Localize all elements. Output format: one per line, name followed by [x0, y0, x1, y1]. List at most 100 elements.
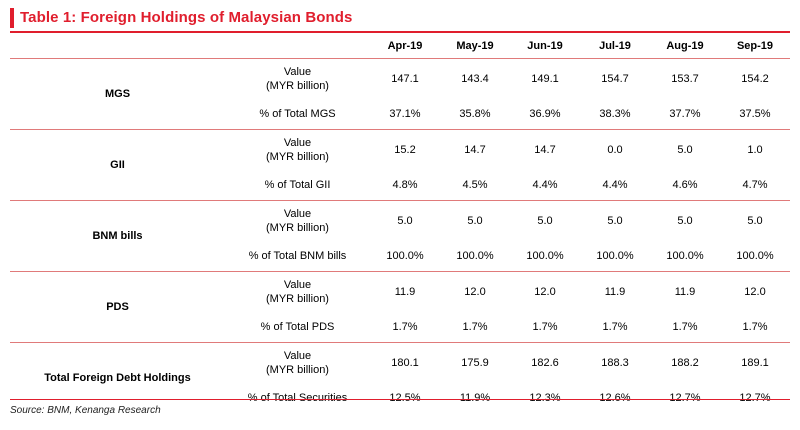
table-cell: 12.6% — [599, 392, 631, 404]
row-label-line: (MYR billion) — [266, 80, 329, 92]
row-label: % of Total BNM bills — [248, 250, 347, 262]
table-cell: 1.7% — [462, 321, 488, 333]
table-cell: 5.0 — [440, 200, 510, 241]
row-label: % of Total Securities — [247, 392, 348, 404]
column-header: May-19 — [456, 39, 494, 52]
table-cell: 37.5% — [739, 108, 771, 120]
table-cell: 4.6% — [672, 179, 698, 191]
table-cell: 189.1 — [720, 342, 790, 383]
table-cell: 35.8% — [459, 108, 491, 120]
table-row: Total Foreign Debt Holdings Value (MYR bi… — [10, 342, 790, 413]
table-cell: 100.0% — [666, 250, 704, 262]
table-cell: 38.3% — [599, 108, 631, 120]
table-cell: 100.0% — [736, 250, 774, 262]
table-cell: 11.9 — [580, 271, 650, 312]
row-label: Value (MYR billion) — [225, 58, 370, 99]
category-label: Total Foreign Debt Holdings — [10, 342, 225, 413]
table-row: MGS Value (MYR billion) 147.1 143.4 149.1… — [10, 58, 790, 130]
table-cell: 14.7 — [510, 129, 580, 170]
foreign-holdings-table: Apr-19 May-19 Jun-19 Jul-19 Aug-19 Sep-1… — [10, 33, 790, 413]
table-cell: 1.7% — [742, 321, 768, 333]
table-cell: 4.8% — [392, 179, 418, 191]
row-label-line: Value — [283, 279, 312, 291]
table-cell: 5.0 — [650, 129, 720, 170]
table-cell: 154.2 — [720, 58, 790, 99]
table-title: Table 1: Foreign Holdings of Malaysian B… — [20, 9, 353, 26]
row-label: Value (MYR billion) — [225, 200, 370, 241]
table-cell: 12.7% — [669, 392, 701, 404]
row-label-line: Value — [283, 137, 312, 149]
column-header: Apr-19 — [387, 39, 423, 52]
table-cell: 12.7% — [739, 392, 771, 404]
table-cell: 37.1% — [389, 108, 421, 120]
column-header: Jun-19 — [527, 39, 563, 52]
category-label: PDS — [10, 271, 225, 343]
table-cell: 15.2 — [370, 129, 440, 170]
table-cell: 12.3% — [529, 392, 561, 404]
header-blank-category — [10, 33, 225, 59]
row-label-line: Value — [283, 208, 312, 220]
table-cell: 5.0 — [370, 200, 440, 241]
table-cell: 175.9 — [440, 342, 510, 383]
table-row: % of Total GII 4.8% 4.5% 4.4% 4.4% 4.6% … — [10, 170, 790, 201]
table-cell: 100.0% — [526, 250, 564, 262]
column-header: Aug-19 — [666, 39, 704, 52]
table-cell: 188.2 — [650, 342, 720, 383]
table-cell: 188.3 — [580, 342, 650, 383]
table-row: % of Total Securities 12.5% 11.9% 12.3% … — [10, 383, 790, 413]
row-label-line: (MYR billion) — [266, 222, 329, 234]
category-label: GII — [10, 129, 225, 201]
table-cell: 182.6 — [510, 342, 580, 383]
row-label-line: Value — [283, 350, 312, 362]
column-header: Sep-19 — [736, 39, 774, 52]
table-cell: 11.9 — [370, 271, 440, 312]
row-label-line: (MYR billion) — [266, 364, 329, 376]
table-cell: 11.9% — [459, 392, 491, 404]
row-label: Value (MYR billion) — [225, 271, 370, 312]
table-cell: 100.0% — [456, 250, 494, 262]
table-cell: 12.5% — [389, 392, 421, 404]
table-cell: 1.0 — [720, 129, 790, 170]
table-cell: 153.7 — [650, 58, 720, 99]
table-cell: 12.0 — [440, 271, 510, 312]
table-cell: 5.0 — [510, 200, 580, 241]
table-cell: 149.1 — [510, 58, 580, 99]
table-row: BNM bills Value (MYR billion) 5.0 5.0 5.0… — [10, 200, 790, 272]
table-cell: 5.0 — [650, 200, 720, 241]
header-row: Apr-19 May-19 Jun-19 Jul-19 Aug-19 Sep-1… — [10, 33, 790, 59]
table-cell: 5.0 — [720, 200, 790, 241]
header-blank-label — [225, 33, 370, 59]
row-label-line: Value — [283, 66, 312, 78]
table-cell: 1.7% — [602, 321, 628, 333]
source-note: Source: BNM, Kenanga Research — [10, 405, 161, 416]
table-cell: 4.7% — [742, 179, 768, 191]
table-cell: 100.0% — [596, 250, 634, 262]
table-cell: 180.1 — [370, 342, 440, 383]
table-cell: 143.4 — [440, 58, 510, 99]
category-label: BNM bills — [10, 200, 225, 272]
table-cell: 12.0 — [510, 271, 580, 312]
table-row: PDS Value (MYR billion) 11.9 12.0 12.0 11… — [10, 271, 790, 343]
row-label: % of Total PDS — [260, 321, 335, 333]
table-cell: 100.0% — [386, 250, 424, 262]
table-cell: 1.7% — [392, 321, 418, 333]
table-cell: 1.7% — [672, 321, 698, 333]
table-cell: 1.7% — [532, 321, 558, 333]
table-row: % of Total PDS 1.7% 1.7% 1.7% 1.7% 1.7% … — [10, 312, 790, 343]
row-label-line: (MYR billion) — [266, 151, 329, 163]
table-cell: 4.5% — [462, 179, 488, 191]
table-cell: 0.0 — [580, 129, 650, 170]
row-label: % of Total GII — [264, 179, 331, 191]
row-label: % of Total MGS — [259, 108, 336, 120]
table-row: % of Total MGS 37.1% 35.8% 36.9% 38.3% 3… — [10, 99, 790, 130]
row-label: Value (MYR billion) — [225, 342, 370, 383]
bottom-rule — [10, 399, 790, 400]
table-cell: 4.4% — [532, 179, 558, 191]
category-label: MGS — [10, 58, 225, 130]
table-cell: 11.9 — [650, 271, 720, 312]
column-header: Jul-19 — [599, 39, 631, 52]
table-row: % of Total BNM bills 100.0% 100.0% 100.0… — [10, 241, 790, 272]
table-row: GII Value (MYR billion) 15.2 14.7 14.7 0.… — [10, 129, 790, 201]
row-label: Value (MYR billion) — [225, 129, 370, 170]
table-cell: 14.7 — [440, 129, 510, 170]
